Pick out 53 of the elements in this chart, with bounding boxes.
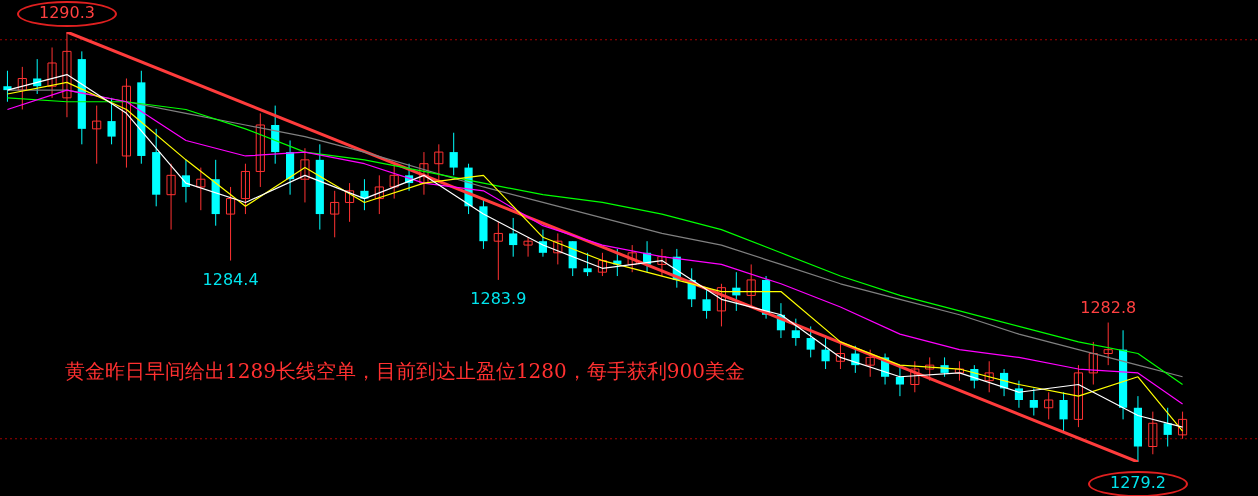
candlestick — [255, 112, 265, 188]
candlestick — [865, 349, 875, 378]
candlestick — [791, 318, 800, 347]
candlestick — [389, 163, 399, 200]
candlestick — [910, 360, 920, 393]
candlestick — [1148, 411, 1158, 455]
candlestick — [925, 356, 935, 382]
candlestick — [553, 232, 563, 265]
candlestick — [107, 97, 116, 145]
candlestick — [954, 360, 965, 382]
candlestick — [702, 287, 711, 320]
candlestick — [657, 248, 667, 277]
candlestick — [225, 186, 236, 262]
candlestick — [92, 105, 102, 165]
candlestick — [17, 66, 27, 110]
candlestick — [374, 174, 384, 215]
candlestick — [1044, 391, 1054, 420]
candlestick — [166, 163, 176, 231]
annotation: 1283.9 — [470, 289, 527, 309]
candlestick — [240, 163, 251, 215]
candlestick — [1059, 391, 1068, 432]
candlestick — [984, 360, 994, 393]
candlestick — [449, 132, 458, 176]
candlestick — [1088, 341, 1098, 386]
candlestick — [597, 252, 608, 277]
annotation: 1284.4 — [202, 269, 259, 289]
candlestick — [47, 47, 57, 99]
candlestick — [1073, 364, 1084, 428]
candlestick — [493, 221, 503, 281]
candlestick — [821, 337, 830, 370]
candlestick — [1163, 407, 1172, 448]
candlestick — [121, 77, 132, 169]
candlestick — [344, 182, 355, 223]
candlestick — [1177, 411, 1188, 440]
annotation: 1282.8 — [1080, 297, 1137, 317]
candlestick — [419, 151, 429, 196]
candlestick — [3, 70, 12, 103]
candlestick — [330, 190, 340, 238]
candlestick — [196, 167, 206, 211]
annotation: 黄金昨日早间给出1289长线空单，目前到达止盈位1280，每手获利900美金 — [65, 359, 745, 384]
candlestick — [1029, 387, 1038, 417]
annotation: 1279.2 — [1109, 473, 1166, 493]
candlestick — [523, 236, 533, 258]
candlestick — [583, 252, 592, 277]
candlestick — [806, 325, 815, 358]
candlestick — [835, 341, 846, 370]
candlestick — [509, 217, 518, 258]
candlestick — [1103, 322, 1113, 366]
candlestick — [716, 283, 727, 327]
annotation: 1290.3 — [38, 3, 95, 23]
candlestick — [627, 244, 637, 273]
candlestick — [300, 147, 310, 203]
candlestick — [746, 263, 756, 308]
